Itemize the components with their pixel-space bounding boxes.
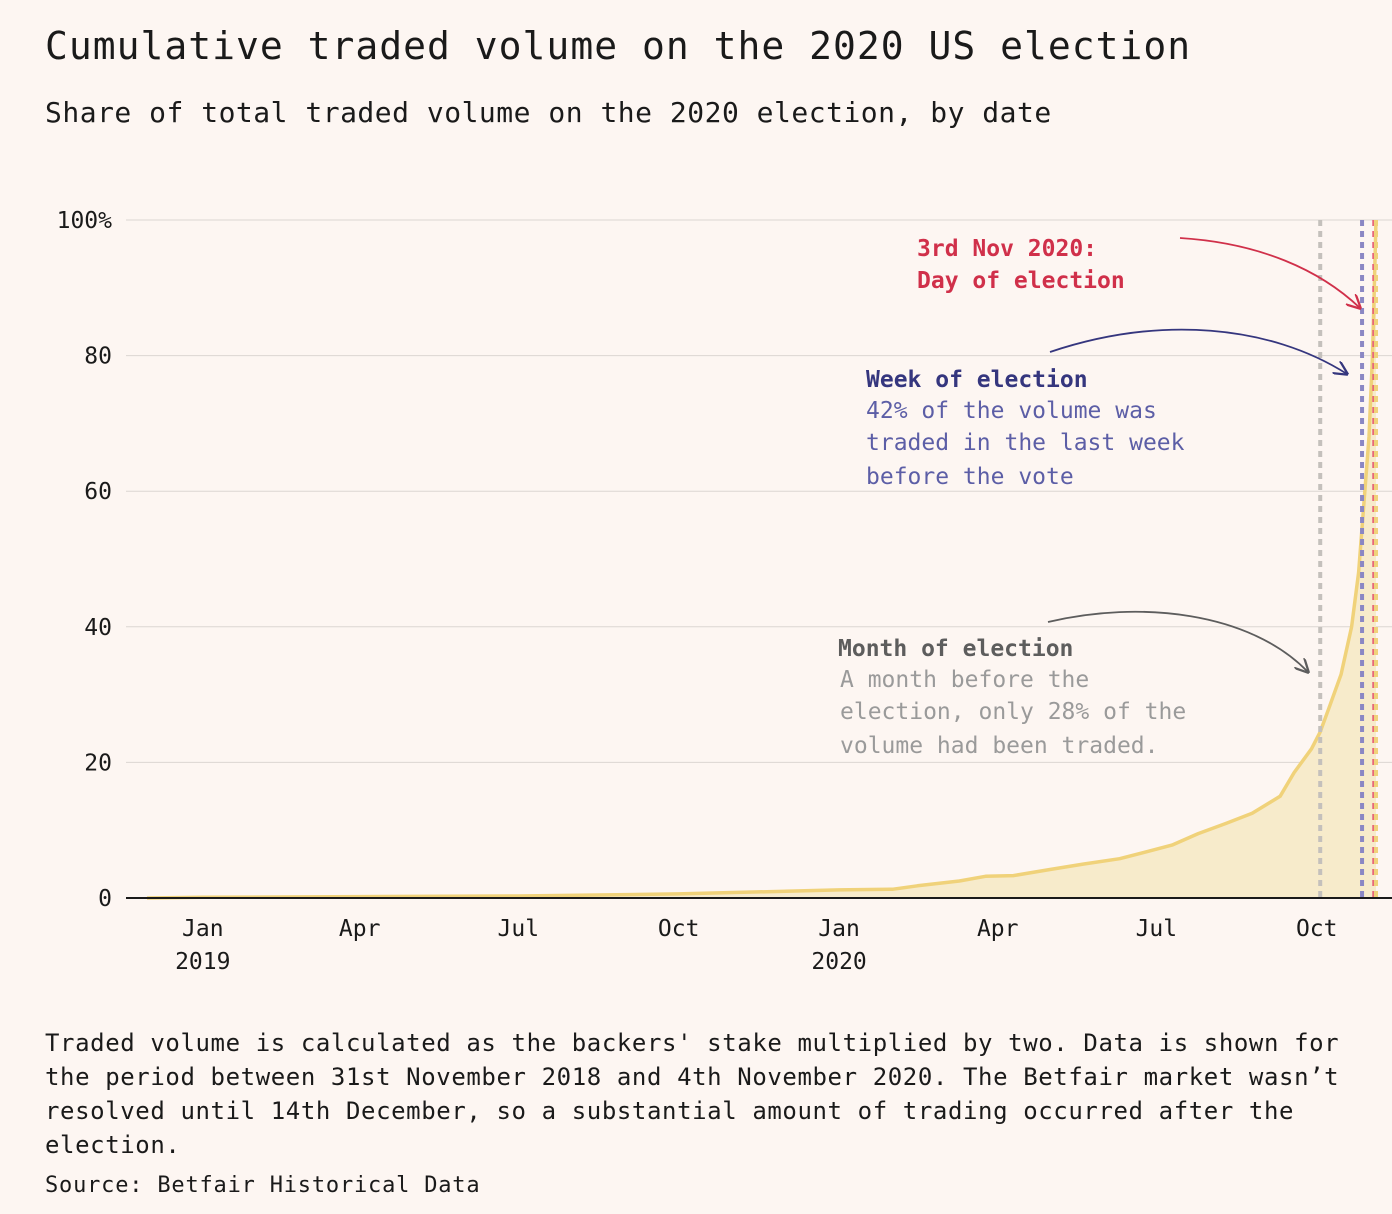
election-day-line-2: Day of election xyxy=(917,268,1125,294)
y-tick-label: 60 xyxy=(84,479,112,505)
chart-title: Cumulative traded volume on the 2020 US … xyxy=(45,24,1192,68)
x-tick-label: Apr xyxy=(977,916,1019,942)
month-line-2: election, only 28% of the xyxy=(840,699,1186,725)
week-line-1: 42% of the volume was xyxy=(866,398,1157,424)
y-tick-label: 40 xyxy=(84,615,112,641)
x-tick-label: Oct xyxy=(1296,916,1338,942)
month-line-1: A month before the xyxy=(840,667,1089,693)
y-tick-label: 0 xyxy=(98,886,112,912)
y-tick-label: 100% xyxy=(57,208,113,234)
election-day-line-1: 3rd Nov 2020: xyxy=(917,236,1097,262)
annotation-week: Week of election 42% of the volume was t… xyxy=(866,367,1185,490)
x-tick-label: Apr xyxy=(339,916,381,942)
month-arrow xyxy=(1047,610,1308,672)
x-tick-year-label: 2020 xyxy=(811,949,866,975)
x-tick-label: Jul xyxy=(498,916,540,942)
series-area-fill xyxy=(147,220,1376,898)
month-title: Month of election xyxy=(838,636,1073,662)
chart-area: 0 20 40 60 80 100% Jan 2019 Apr Jul Oct Jan 2020 Apr… xyxy=(57,208,1392,975)
week-arrow xyxy=(1049,328,1347,374)
y-axis-tick-labels: 0 20 40 60 80 100% xyxy=(57,208,113,912)
x-axis-tick-labels: Jan 2019 Apr Jul Oct Jan 2020 Apr Jul Oct xyxy=(175,916,1337,975)
annotation-election-day: 3rd Nov 2020: Day of election xyxy=(917,236,1125,294)
chart-subtitle: Share of total traded volume on the 2020… xyxy=(45,96,1052,129)
week-title: Week of election xyxy=(866,367,1088,393)
y-tick-label: 20 xyxy=(84,750,112,776)
footnote: Traded volume is calculated as the backe… xyxy=(45,1029,1340,1159)
x-tick-label: Jul xyxy=(1136,916,1178,942)
reference-lines xyxy=(1318,220,1378,898)
week-line-2: traded in the last week xyxy=(866,430,1185,456)
y-tick-label: 80 xyxy=(84,344,112,370)
gridlines xyxy=(126,219,1392,763)
series-line xyxy=(146,219,1378,900)
x-tick-label: Oct xyxy=(658,916,700,942)
x-tick-label: Jan xyxy=(818,916,860,942)
series-area xyxy=(126,219,1392,900)
x-tick-year-label: 2019 xyxy=(175,949,230,975)
source-note: Source: Betfair Historical Data xyxy=(45,1173,481,1198)
x-tick-label: Jan xyxy=(182,916,224,942)
month-line-3: volume had been traded. xyxy=(840,733,1159,759)
annotation-month: Month of election A month before the ele… xyxy=(838,636,1186,759)
election-day-arrow xyxy=(1179,237,1360,308)
week-line-3: before the vote xyxy=(866,464,1074,490)
